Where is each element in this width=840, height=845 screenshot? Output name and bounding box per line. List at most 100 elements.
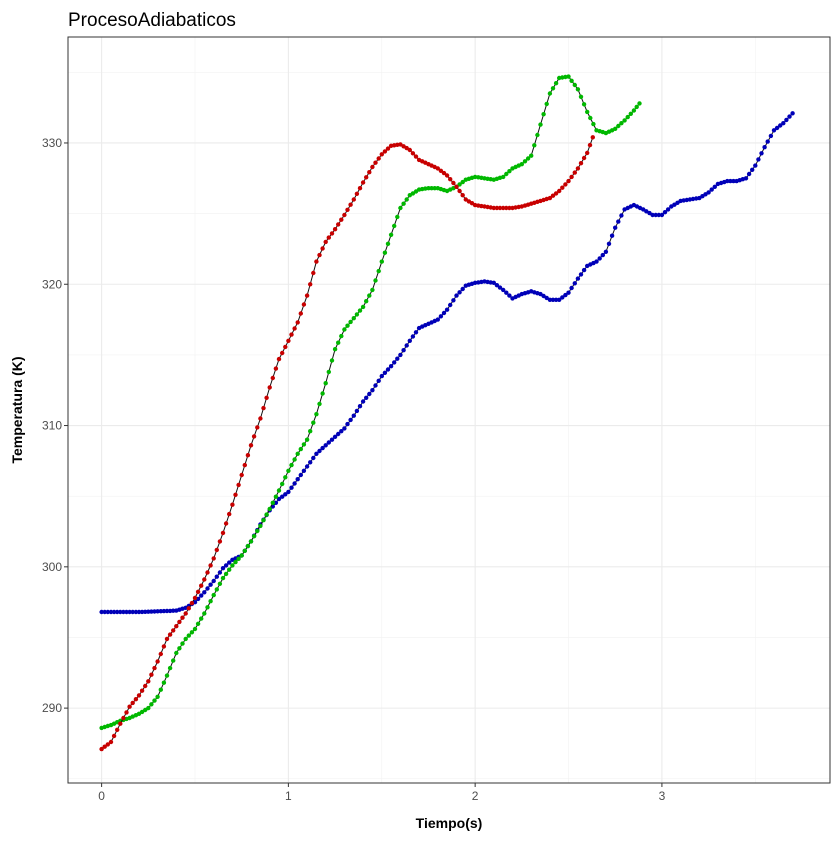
- data-point: [762, 145, 767, 150]
- data-point: [404, 197, 409, 202]
- data-point: [233, 559, 238, 565]
- data-point: [167, 665, 173, 671]
- data-point: [195, 621, 201, 626]
- data-point: [292, 326, 297, 331]
- data-point: [622, 118, 627, 123]
- data-point: [587, 142, 593, 148]
- data-point: [171, 628, 176, 633]
- data-point: [255, 425, 260, 430]
- data-point: [631, 108, 637, 113]
- data-point: [311, 420, 316, 425]
- data-point: [286, 489, 291, 495]
- data-point: [158, 687, 163, 692]
- data-point: [750, 167, 755, 172]
- data-point: [139, 688, 145, 693]
- data-point: [186, 606, 191, 611]
- data-point: [497, 285, 503, 290]
- data-point: [544, 101, 549, 107]
- data-point: [665, 207, 671, 212]
- data-point: [251, 434, 257, 439]
- data-point: [522, 159, 528, 164]
- data-point: [613, 225, 618, 230]
- data-point: [311, 270, 316, 276]
- data-point: [560, 295, 565, 300]
- data-point: [354, 312, 360, 317]
- data-point: [208, 582, 213, 587]
- data-point: [236, 556, 241, 561]
- data-point: [336, 340, 341, 345]
- data-point: [143, 609, 148, 614]
- data-point: [105, 609, 111, 615]
- data-point: [174, 624, 179, 629]
- data-point: [706, 190, 711, 195]
- data-point: [507, 205, 512, 211]
- data-point: [267, 385, 272, 390]
- data-point: [460, 193, 465, 198]
- data-point: [276, 496, 282, 502]
- data-point: [320, 246, 325, 251]
- data-point: [298, 472, 303, 478]
- data-point: [339, 333, 344, 339]
- data-point: [205, 586, 210, 591]
- data-point: [195, 589, 201, 594]
- data-point: [199, 616, 204, 621]
- data-point: [220, 575, 226, 581]
- data-point: [264, 395, 269, 400]
- data-point: [223, 571, 229, 577]
- data-point: [557, 297, 562, 302]
- data-point: [308, 460, 313, 465]
- data-point: [637, 101, 642, 106]
- data-point: [444, 307, 450, 312]
- data-point: [544, 295, 549, 301]
- data-point: [261, 518, 266, 523]
- data-point: [295, 320, 300, 325]
- data-point: [320, 391, 325, 396]
- data-point: [286, 468, 291, 473]
- x-tick-label: 3: [659, 789, 666, 803]
- data-point: [753, 163, 758, 168]
- data-point: [283, 344, 288, 350]
- data-point: [778, 123, 783, 128]
- data-point: [236, 482, 241, 488]
- data-point: [423, 186, 428, 191]
- data-point: [432, 186, 437, 191]
- data-point: [164, 636, 170, 642]
- data-point: [395, 214, 400, 220]
- data-point: [298, 446, 303, 452]
- data-point: [161, 680, 167, 685]
- data-point: [370, 388, 375, 393]
- data-point: [280, 350, 285, 356]
- data-point: [547, 297, 553, 302]
- data-point: [451, 298, 456, 303]
- data-point: [529, 153, 534, 158]
- data-point: [560, 185, 565, 190]
- data-point: [367, 170, 372, 175]
- data-point: [360, 304, 366, 310]
- data-point: [99, 609, 104, 615]
- data-point: [588, 115, 593, 121]
- data-point: [454, 184, 459, 189]
- data-point: [410, 151, 416, 156]
- y-tick-label: 330: [42, 136, 62, 150]
- data-point: [280, 494, 285, 499]
- data-point: [628, 111, 633, 117]
- data-point: [392, 223, 397, 229]
- data-point: [348, 202, 353, 207]
- data-point: [211, 556, 216, 561]
- data-point: [118, 721, 123, 726]
- data-point: [550, 297, 556, 302]
- data-point: [267, 506, 272, 512]
- data-point: [407, 147, 412, 153]
- data-point: [553, 191, 559, 196]
- data-point: [376, 268, 381, 274]
- data-point: [261, 405, 266, 411]
- data-point: [217, 570, 223, 575]
- data-point: [392, 360, 397, 365]
- data-point: [616, 219, 621, 224]
- data-point: [572, 82, 577, 88]
- data-point: [345, 207, 350, 212]
- data-point: [376, 156, 381, 161]
- data-point: [413, 154, 419, 159]
- data-point: [566, 74, 571, 79]
- data-point: [401, 348, 406, 353]
